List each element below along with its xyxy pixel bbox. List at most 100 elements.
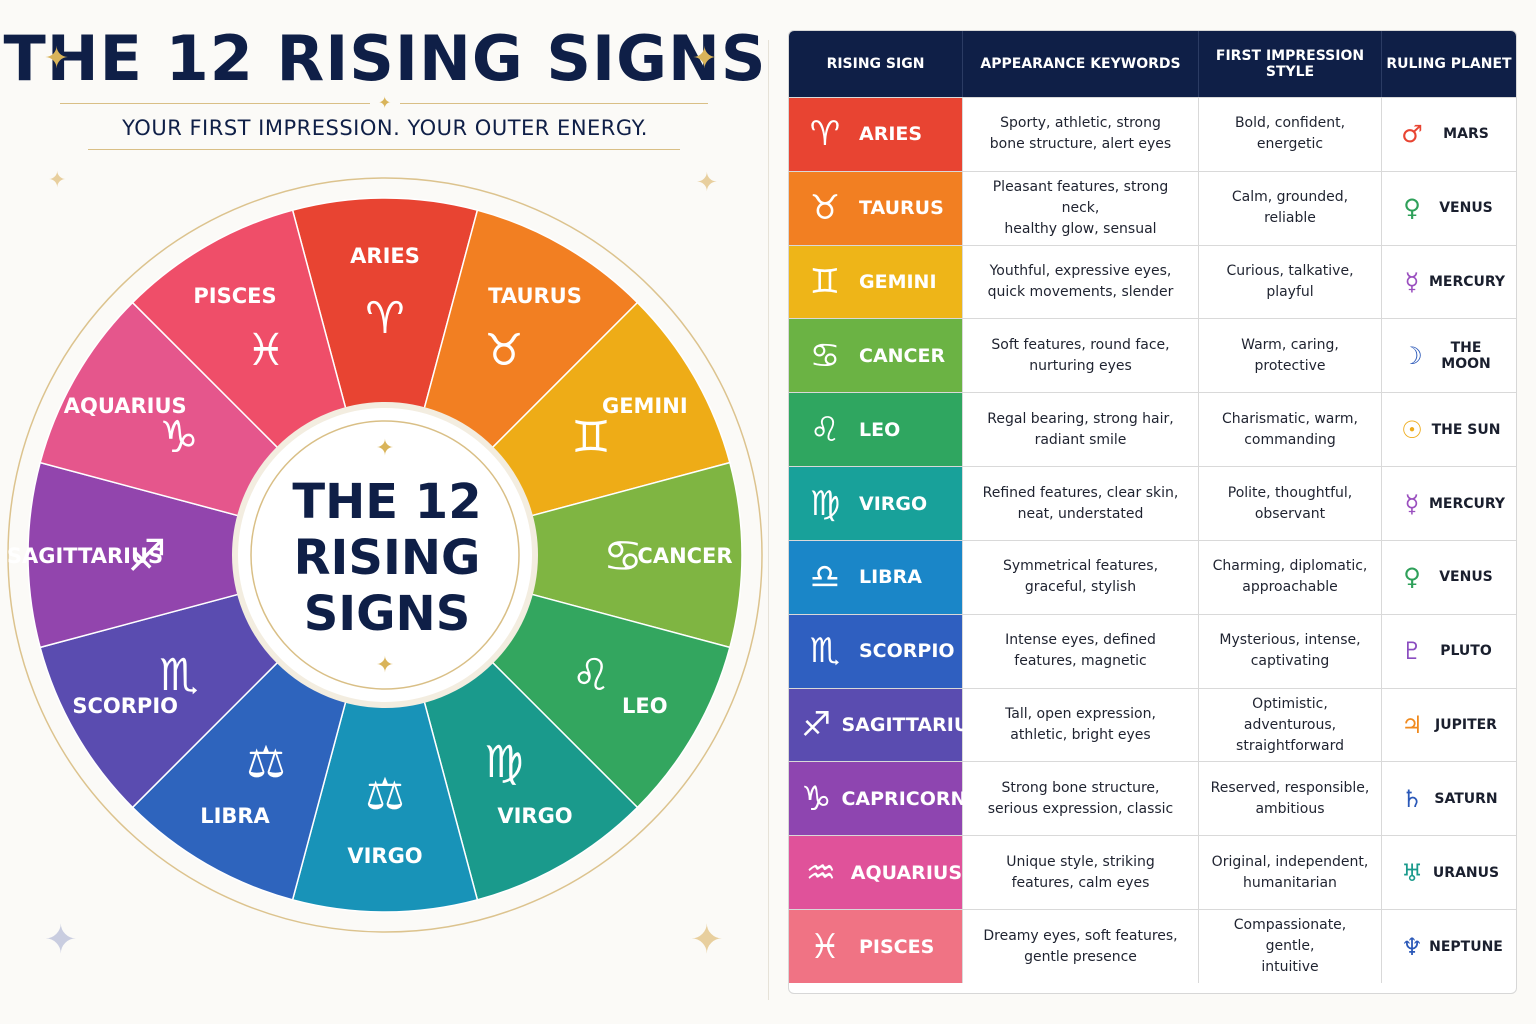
sparkle-icon: ✦: [44, 41, 70, 76]
appearance-line: Tall, open expression,: [1005, 706, 1156, 723]
impression-line: Optimistic, adventurous,: [1243, 695, 1337, 733]
wheel-segment-glyph-icon: ⚖: [246, 737, 285, 788]
impression-line: Bold, confident,: [1234, 115, 1346, 132]
title-divider: [400, 103, 708, 104]
wheel-segment-label: SCORPIO: [72, 694, 178, 718]
planet-glyph-icon: ☉: [1401, 415, 1423, 444]
sign-name: CAPRICORN: [841, 787, 967, 810]
planet-name: NEPTUNE: [1429, 938, 1503, 955]
impression-cell: Mysterious, intense, captivating: [1199, 614, 1382, 688]
table-row: ♎ LIBRA Symmetrical features, graceful, sty…: [789, 539, 1516, 614]
table-row: ♒ AQUARIUS Unique style, striking features,…: [789, 835, 1516, 910]
sign-name: ARIES: [859, 123, 923, 146]
sign-cell: ♊ GEMINI: [789, 245, 963, 319]
sign-glyph-icon: ♉: [809, 188, 841, 229]
sparkle-icon: ✦: [692, 41, 718, 76]
table-row: ♌ LEO Regal bearing, strong hair, radiant s…: [789, 392, 1516, 467]
appearance-cell: Tall, open expression, athletic, bright e…: [963, 688, 1199, 762]
header-appearance-keywords: APPEARANCE KEYWORDS: [963, 31, 1199, 97]
sign-cell: ♐ SAGITTARIUS: [789, 688, 983, 762]
sparkle-icon: ✦: [44, 917, 78, 963]
sign-name: TAURUS: [859, 197, 944, 220]
appearance-cell: Unique style, striking features, calm eye…: [963, 836, 1199, 910]
appearance-cell: Sporty, athletic, strong bone structure, …: [963, 98, 1199, 171]
planet-glyph-icon: ☿: [1404, 268, 1420, 297]
planet-name: THE SUN: [1431, 421, 1501, 438]
wheel-segment-glyph-icon: ⚖: [365, 769, 404, 820]
impression-cell: Original, independent, humanitarian: [1199, 836, 1382, 910]
planet-cell: ♂ MARS: [1382, 98, 1516, 171]
sign-cell: ♏ SCORPIO: [789, 614, 963, 688]
planet-glyph-icon: ☽: [1401, 341, 1423, 370]
sparkle-icon: ✦: [48, 168, 67, 193]
sign-name: LIBRA: [859, 566, 922, 589]
wheel-segment-glyph-icon: ♑: [159, 412, 198, 463]
sign-glyph-icon: ♓: [809, 926, 841, 967]
header-first-impression-style: FIRST IMPRESSION STYLE: [1199, 31, 1382, 97]
appearance-cell: Refined features, clear skin, neat, under…: [963, 467, 1199, 540]
planet-glyph-icon: ♀: [1403, 563, 1421, 592]
planet-cell: ♀ VENUS: [1382, 172, 1516, 245]
wheel-segment-label: VIRGO: [347, 844, 422, 868]
impression-line: Mysterious, intense,: [1219, 632, 1361, 649]
planet-name: JUPITER: [1435, 717, 1497, 734]
appearance-line: features, magnetic: [1014, 653, 1147, 670]
center-sparkle-icon: ✦: [376, 653, 394, 678]
planet-name: VENUS: [1439, 569, 1493, 586]
impression-line: energetic: [1256, 136, 1324, 153]
impression-cell: Calm, grounded, reliable: [1199, 171, 1382, 245]
subtitle-divider: [88, 149, 680, 150]
impression-line: Warm, caring,: [1241, 336, 1339, 353]
wheel-segment-label: GEMINI: [602, 394, 688, 418]
zodiac-wheel: ARIES ♈ TAURUS ♉ GEMINI♊ CANCER♋ LEO ♌ VIRGO ♍ VIR…: [7, 177, 763, 933]
appearance-line: Pleasant features, strong neck,: [992, 178, 1169, 216]
table-header: RISING SIGN APPEARANCE KEYWORDS FIRST IM…: [789, 31, 1516, 97]
wheel-center-ring: [250, 420, 520, 690]
impression-line: straightforward: [1236, 737, 1344, 754]
sign-glyph-icon: ♋: [809, 335, 841, 376]
planet-cell: ☿ MERCURY: [1382, 246, 1516, 319]
panel-divider: [768, 40, 769, 1000]
sign-glyph-icon: ♑: [801, 778, 832, 819]
planet-cell: ♇ PLUTO: [1382, 615, 1516, 688]
planet-cell: ♅ URANUS: [1382, 836, 1516, 909]
header-rising-sign: RISING SIGN: [789, 31, 963, 97]
sign-cell: ♋ CANCER: [789, 319, 963, 393]
wheel-segment-glyph-icon: ♋: [603, 531, 642, 582]
table-row: ♓ PISCES Dreamy eyes, soft features, gentle…: [789, 909, 1516, 983]
appearance-line: graceful, stylish: [1024, 579, 1137, 596]
sign-glyph-icon: ♏: [809, 631, 841, 672]
appearance-cell: Pleasant features, strong neck, healthy g…: [963, 171, 1199, 245]
wheel-segment-glyph-icon: ♐: [127, 531, 166, 582]
wheel-segment-label: AQUARIUS: [64, 394, 187, 418]
planet-name: MERCURY: [1429, 495, 1506, 512]
planet-glyph-icon: ♀: [1403, 194, 1421, 223]
sign-glyph-icon: ♌: [809, 409, 841, 450]
planet-glyph-icon: ☿: [1404, 489, 1420, 518]
impression-cell: Charming, diplomatic, approachable: [1199, 540, 1382, 614]
appearance-line: serious expression, classic: [987, 800, 1174, 817]
impression-cell: Optimistic, adventurous, straightforward: [1199, 688, 1382, 762]
planet-name: PLUTO: [1440, 643, 1492, 660]
planet-glyph-icon: ♇: [1401, 637, 1423, 666]
table-row: ♐ SAGITTARIUS Tall, open expression, athlet…: [789, 687, 1516, 762]
sparkle-icon: ✦: [378, 93, 392, 112]
sign-cell: ♍ VIRGO: [789, 467, 963, 540]
impression-line: ambitious: [1255, 800, 1325, 817]
appearance-cell: Youthful, expressive eyes, quick movement…: [963, 245, 1199, 319]
planet-cell: ☿ MERCURY: [1382, 467, 1516, 540]
impression-line: Reserved, responsible,: [1210, 779, 1370, 796]
impression-cell: Reserved, responsible, ambitious: [1199, 762, 1382, 836]
planet-glyph-icon: ♂: [1401, 120, 1423, 149]
wheel-segment-label: SAGITTARIUS: [7, 544, 163, 568]
planet-cell: ☉ THE SUN: [1382, 393, 1516, 466]
page-title: THE 12 RISING SIGNS: [3, 22, 767, 95]
wheel-outer-ring: [7, 177, 763, 933]
appearance-line: quick movements, slender: [987, 284, 1174, 301]
table-row: ♋ CANCER Soft features, round face, nurturi…: [789, 318, 1516, 393]
sign-glyph-icon: ♍: [809, 483, 841, 524]
planet-name: THE MOON: [1441, 339, 1491, 372]
sign-cell: ♈ ARIES: [789, 98, 963, 171]
wheel-segment-glyph-icon: ♉: [484, 325, 523, 376]
wheel-segment-glyph-icon: ♊: [571, 412, 610, 463]
